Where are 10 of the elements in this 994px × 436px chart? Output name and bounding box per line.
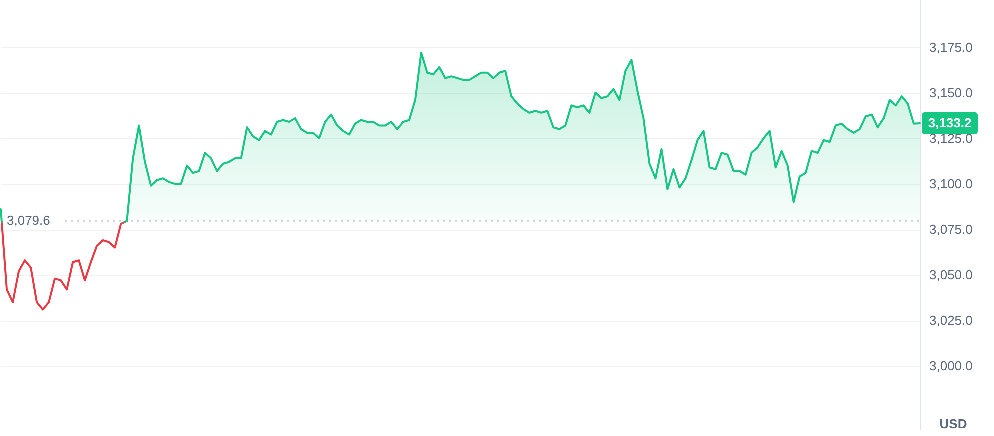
y-tick-label: 3,175.0: [930, 40, 973, 55]
y-tick-label: 3,050.0: [930, 268, 973, 283]
text: 3,133.2: [928, 116, 972, 131]
y-tick-label: 3,100.0: [930, 176, 973, 192]
y-tick-label: 3,025.0: [930, 313, 973, 328]
y-tick-label: 3,150.0: [930, 85, 973, 100]
y-axis-title: USD: [940, 416, 968, 432]
y-tick-label: 3,075.0: [930, 222, 973, 238]
ref-line-label: 3,079.6: [7, 213, 50, 228]
y-tick-label: 3,000.0: [930, 358, 973, 374]
